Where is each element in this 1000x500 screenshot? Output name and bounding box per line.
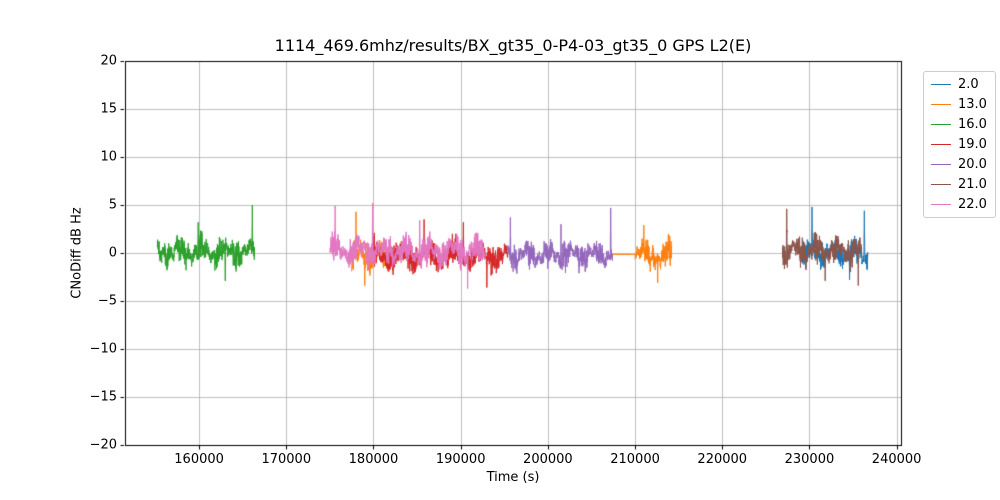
y-tick-label: 20 [100,53,117,69]
y-tick-label: 15 [100,101,117,117]
legend-label: 20.0 [958,157,987,173]
legend-line-swatch [931,204,951,206]
y-tick-label: −10 [89,341,117,357]
x-tick-label: 240000 [871,452,922,467]
x-tick-label: 190000 [435,452,486,467]
y-tick-label: −5 [97,293,117,309]
legend-label: 21.0 [958,177,987,193]
y-tick-label: −20 [89,437,117,453]
legend-line-swatch [931,143,951,145]
legend-line-swatch [931,184,951,186]
legend-item: 2.0 [924,74,995,94]
x-tick-label: 210000 [610,452,660,467]
legend-label: 19.0 [958,136,987,152]
legend-item: 21.0 [924,175,995,195]
y-tick-label: 0 [108,245,117,261]
y-tick-label: 5 [108,197,117,213]
legend-item: 13.0 [924,94,995,114]
legend: 2.0 13.0 16.0 19.0 20.0 21.0 22.0 [923,71,996,218]
legend-line-swatch [931,164,951,166]
x-tick-label: 230000 [784,452,835,467]
x-tick-label: 170000 [261,452,312,467]
x-tick-label: 220000 [697,452,748,467]
y-tick-label: 10 [100,149,117,165]
legend-label: 22.0 [958,197,987,213]
legend-label: 16.0 [958,116,987,132]
chart-title: 1114_469.6mhz/results/BX_gt35_0-P4-03_gt… [274,36,752,55]
y-tick-label: −15 [89,389,117,405]
legend-line-swatch [931,103,951,105]
x-tick-label: 160000 [174,452,224,467]
legend-label: 13.0 [958,96,987,112]
x-tick-label: 200000 [523,452,573,467]
legend-item: 19.0 [924,134,995,154]
x-tick-label: 180000 [348,452,399,467]
legend-item: 22.0 [924,195,995,215]
legend-item: 20.0 [924,155,995,175]
legend-label: 2.0 [958,76,979,92]
legend-line-swatch [931,123,951,125]
legend-line-swatch [931,83,951,85]
legend-item: 16.0 [924,114,995,134]
x-axis-label: Time (s) [486,470,540,485]
